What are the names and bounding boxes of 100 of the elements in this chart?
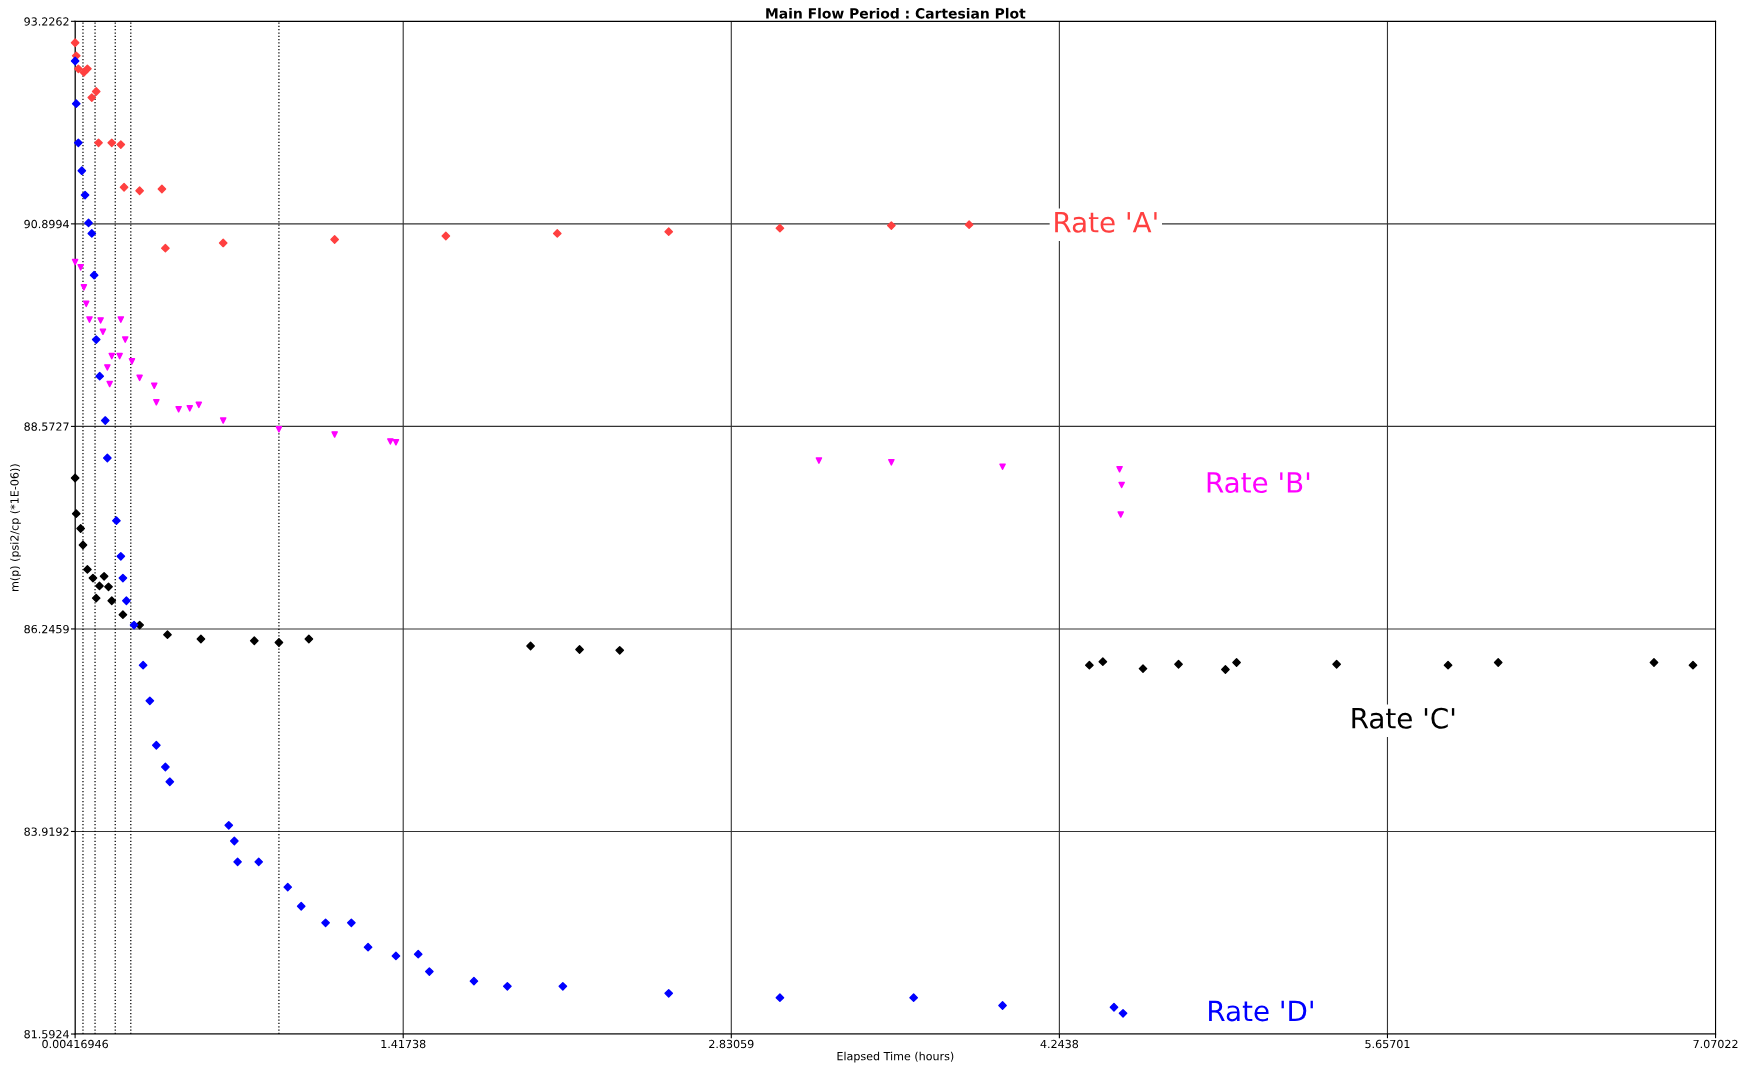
point: [122, 596, 131, 606]
point: [84, 218, 93, 228]
point: [78, 540, 88, 550]
point: [161, 762, 170, 772]
point: [117, 316, 125, 323]
point: [1221, 665, 1230, 674]
point: [1174, 659, 1183, 669]
point: [99, 328, 107, 336]
point: [91, 335, 101, 344]
point: [80, 190, 90, 200]
point: [363, 942, 373, 952]
point: [94, 138, 103, 148]
x-tick-label: 2.83059: [709, 1039, 754, 1049]
point: [526, 641, 535, 651]
y-tick-label: 90.8994: [24, 219, 69, 229]
y-tick-label: 86.2459: [24, 624, 69, 634]
x-tick-label: 7.07022: [1693, 1039, 1738, 1049]
point: [254, 857, 264, 867]
point: [229, 836, 239, 846]
point: [129, 620, 139, 630]
point: [135, 620, 144, 630]
point: [104, 364, 111, 371]
point: [87, 93, 97, 102]
point: [77, 166, 87, 176]
point: [249, 636, 259, 646]
point: [1117, 511, 1125, 518]
point: [469, 976, 479, 986]
point: [387, 438, 394, 445]
point: [73, 138, 83, 148]
point: [102, 453, 112, 463]
point: [165, 777, 175, 787]
point: [218, 238, 228, 248]
point: [321, 918, 330, 928]
x-tick-label: 5.65701: [1365, 1039, 1410, 1049]
point: [106, 380, 113, 388]
point: [391, 951, 401, 961]
point: [274, 638, 284, 647]
point: [107, 596, 117, 606]
point: [70, 38, 80, 48]
y-tick-label: 81.5924: [24, 1029, 69, 1039]
point: [1109, 1002, 1119, 1012]
point: [615, 645, 625, 655]
point: [145, 696, 155, 706]
point: [119, 182, 129, 192]
point: [296, 901, 306, 911]
point: [775, 223, 785, 233]
text: Rate 'B': [1207, 472, 1310, 494]
point: [888, 459, 895, 466]
point: [304, 634, 314, 644]
point: [163, 630, 172, 640]
point: [331, 431, 338, 438]
point: [99, 571, 109, 581]
point: [1688, 660, 1698, 670]
point: [87, 229, 97, 238]
point: [346, 918, 356, 928]
series-label: Rate 'C': [1352, 707, 1455, 729]
point: [88, 573, 98, 583]
point: [275, 425, 283, 433]
x-tick-label: 4.2438: [1040, 1039, 1079, 1049]
point: [283, 882, 293, 892]
point: [161, 243, 170, 253]
point: [157, 184, 167, 194]
text: Rate 'A': [1055, 212, 1157, 233]
point: [89, 270, 99, 280]
point: [153, 398, 160, 406]
x-tick-label: 0.00416946: [42, 1039, 108, 1049]
point: [116, 352, 123, 360]
point: [91, 87, 101, 96]
point: [71, 258, 79, 266]
point: [136, 374, 143, 382]
point: [1493, 658, 1503, 667]
point: [502, 981, 512, 991]
point: [116, 551, 126, 561]
point: [196, 634, 206, 644]
y-tick-label: 83.9192: [24, 827, 69, 836]
point: [1443, 660, 1453, 670]
point: [77, 264, 84, 271]
point: [998, 1001, 1007, 1010]
point: [97, 317, 104, 324]
point: [107, 138, 117, 148]
point: [1098, 657, 1108, 667]
point: [70, 473, 80, 483]
point: [71, 509, 81, 519]
point: [86, 316, 93, 323]
point: [83, 565, 92, 574]
point: [219, 417, 227, 424]
y-axis-title: m(p) (psi2/cp (*1E-06)): [10, 464, 21, 591]
point: [1232, 658, 1241, 667]
y-tick-label: 93.2262: [24, 17, 69, 26]
point: [80, 284, 88, 291]
point: [1116, 465, 1123, 473]
point: [175, 405, 182, 413]
point: [121, 336, 129, 343]
point: [392, 439, 400, 446]
point: [775, 993, 785, 1003]
point: [138, 660, 148, 670]
point: [1085, 660, 1094, 670]
point: [1138, 664, 1148, 673]
point: [664, 988, 674, 998]
y-tick-label: 88.5727: [24, 422, 69, 431]
